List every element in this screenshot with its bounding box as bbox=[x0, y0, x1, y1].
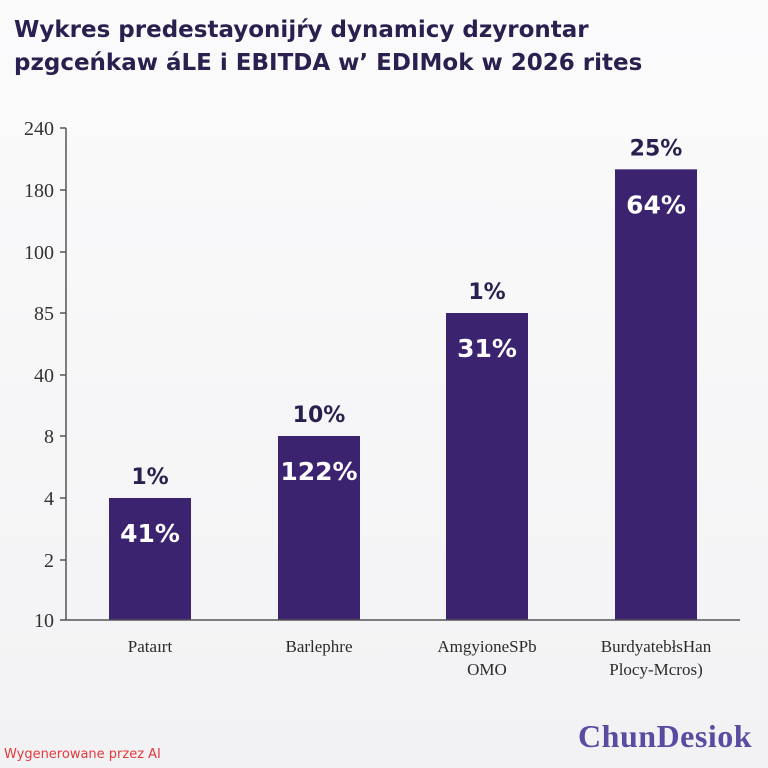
bar-value-label: 41% bbox=[120, 519, 180, 548]
y-tick-label: 100 bbox=[24, 242, 54, 264]
bar-top-label: 10% bbox=[293, 403, 346, 428]
bars: 1% 41% 10% 122% 1% 31% 25% 64% bbox=[109, 136, 697, 621]
bar bbox=[615, 169, 697, 621]
bar-top-label: 25% bbox=[630, 136, 683, 161]
x-category-label: Barlephre bbox=[285, 637, 352, 656]
bar bbox=[278, 436, 360, 620]
bar-top-label: 1% bbox=[131, 465, 168, 490]
y-tick-label: 85 bbox=[34, 303, 54, 325]
bar-value-label: 122% bbox=[280, 457, 357, 486]
y-tick-label: 8 bbox=[44, 426, 54, 448]
bar-value-label: 31% bbox=[457, 334, 517, 363]
bar-value-label: 64% bbox=[626, 190, 686, 219]
x-category-label: BurdyatebłsHan bbox=[601, 637, 712, 656]
y-tick-label: 40 bbox=[34, 365, 54, 387]
x-category-label: OMO bbox=[467, 660, 507, 679]
y-tick-label: 4 bbox=[44, 488, 54, 510]
bar bbox=[446, 313, 528, 620]
x-category-label: Pataırt bbox=[128, 637, 173, 656]
y-tick-label: 180 bbox=[24, 180, 54, 202]
chart-title: Wykres predestayonijŕy dynamicy dzyronta… bbox=[14, 14, 754, 80]
y-tick-label: 2 bbox=[44, 550, 54, 572]
x-axis: Pataırt Barlephre AmgyioneSPb OMO Burdyatebł… bbox=[66, 619, 740, 679]
bar bbox=[109, 498, 191, 620]
brand-logo: ChunDesiok bbox=[578, 718, 752, 754]
bar-top-label: 1% bbox=[468, 280, 505, 305]
y-axis: 240 180 100 85 40 8 4 2 10 bbox=[24, 118, 67, 632]
y-tick-label: 240 bbox=[24, 118, 54, 140]
chart-title-line-2: pzgceńkaw áLE i EBITDA w’ EDIMok w 2026 … bbox=[14, 50, 643, 76]
ai-generated-note: Wygenerowane przez AI bbox=[4, 747, 161, 762]
chart-title-line-1: Wykres predestayonijŕy dynamicy dzyronta… bbox=[14, 17, 589, 43]
x-category-label: AmgyioneSPb bbox=[437, 637, 536, 656]
x-category-label: Plocy-Mcros) bbox=[609, 660, 702, 679]
y-tick-label: 10 bbox=[34, 610, 54, 632]
